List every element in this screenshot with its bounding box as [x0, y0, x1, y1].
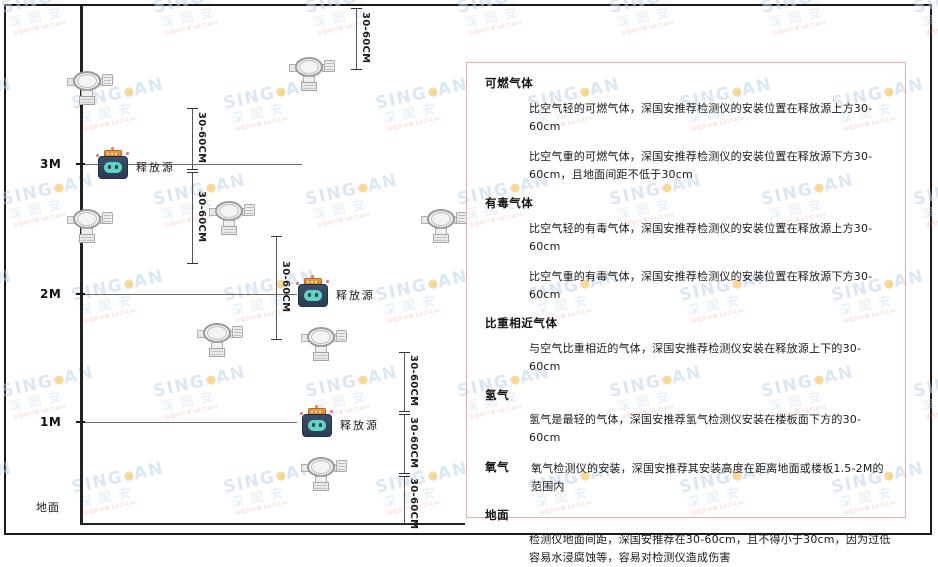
dimension-label: 30-60CM — [408, 478, 419, 530]
diagram-frame — [4, 4, 932, 535]
axis-tick — [76, 163, 85, 165]
section-heading: 地面 — [485, 507, 510, 522]
section-paragraph: 氢气是最轻的气体，深国安推荐氢气检测仪安装在楼板面下方的30-60cm — [529, 413, 862, 445]
section-heading: 有毒气体 — [485, 196, 534, 211]
ground-label: 地面 — [36, 501, 60, 514]
axis-tick — [76, 421, 85, 423]
gas-detector-icon — [196, 318, 244, 358]
section-heading: 比重相近气体 — [485, 316, 558, 331]
ground-line — [80, 523, 465, 525]
gas-detector-icon — [288, 52, 336, 92]
gas-detector-icon — [300, 452, 348, 492]
guideline-section-oxygen: 氧气 氧气检测仪的安装，深国安推荐其安装高度在距离地面或楼板1.5-2M的范围内 — [485, 460, 891, 496]
level-line — [82, 294, 297, 295]
axis-label-2m: 2M — [40, 287, 62, 301]
release-source-label: 释放源 — [136, 161, 175, 174]
gas-detector-icon — [300, 322, 348, 362]
release-source-label: 释放源 — [336, 289, 375, 302]
dimension-label: 30-60CM — [196, 112, 207, 164]
section-paragraph: 比空气重的有毒气体，深国安推荐检测仪的安装位置在释放源下方30-60cm — [529, 270, 873, 302]
guidelines-panel: 可燃气体比空气轻的可燃气体，深国安推荐检测仪的安装位置在释放源上方30-60cm… — [466, 62, 906, 564]
dimension-label: 30-60CM — [360, 12, 371, 64]
dimension-label: 30-60CM — [280, 261, 291, 313]
section-heading: 氧气 — [485, 459, 510, 474]
axis-label-1m: 1M — [40, 415, 62, 429]
dimension-label: 30-60CM — [408, 417, 419, 469]
level-line — [82, 422, 297, 423]
release-source-label: 释放源 — [340, 419, 379, 432]
guidelines-list: 可燃气体比空气轻的可燃气体，深国安推荐检测仪的安装位置在释放源上方30-60cm… — [467, 63, 905, 564]
section-paragraph: 比空气轻的有毒气体，深国安推荐检测仪的安装位置在释放源上方30-60cm — [529, 221, 873, 253]
release-source-icon — [300, 405, 334, 438]
vertical-axis — [80, 6, 83, 524]
section-paragraph: 与空气比重相近的气体，深国安推荐检测仪安装在释放源上下的30-60cm — [529, 341, 862, 373]
gas-detector-icon — [420, 204, 468, 244]
release-source-icon — [96, 147, 130, 180]
guideline-section-ground: 地面检测仪地面间距，深国安推荐在30-60cm，且不得小于30cm，因为过低容易… — [485, 507, 891, 567]
section-paragraph: 比空气轻的可燃气体，深国安推荐检测仪的安装位置在释放源上方30-60cm — [529, 101, 873, 133]
gas-detector-icon — [66, 66, 114, 106]
gas-detector-icon — [66, 204, 114, 244]
axis-label-3m: 3M — [40, 157, 62, 171]
guideline-section-similar-density: 比重相近气体与空气比重相近的气体，深国安推荐检测仪安装在释放源上下的30-60c… — [485, 316, 891, 375]
dimension-label: 30-60CM — [408, 355, 419, 407]
section-paragraph: 氧气检测仪的安装，深国安推荐其安装高度在距离地面或楼板1.5-2M的范围内 — [531, 461, 884, 493]
section-paragraph: 比空气重的可燃气体，深国安推荐检测仪的安装位置在释放源下方30-60cm，且地面… — [529, 150, 873, 182]
release-source-icon — [296, 275, 330, 308]
gas-detector-icon — [208, 196, 256, 236]
guideline-section-hydrogen: 氢气氢气是最轻的气体，深国安推荐氢气检测仪安装在楼板面下方的30-60cm — [485, 387, 891, 447]
dimension-label: 30-60CM — [196, 191, 207, 243]
installation-height-diagram: 3M 2M 1M 30-60CM 30-60CM 30-60CM 30-60CM 30-60… — [0, 0, 470, 531]
guideline-section-toxic: 有毒气体比空气轻的有毒气体，深国安推荐检测仪的安装位置在释放源上方30-60cm… — [485, 196, 891, 304]
section-heading: 可燃气体 — [485, 76, 534, 90]
guideline-section-combustible: 可燃气体比空气轻的可燃气体，深国安推荐检测仪的安装位置在释放源上方30-60cm… — [485, 76, 891, 184]
section-heading: 氢气 — [485, 387, 510, 402]
section-paragraph: 检测仪地面间距，深国安推荐在30-60cm，且不得小于30cm，因为过低容易水浸… — [529, 533, 891, 565]
axis-tick — [76, 293, 85, 295]
